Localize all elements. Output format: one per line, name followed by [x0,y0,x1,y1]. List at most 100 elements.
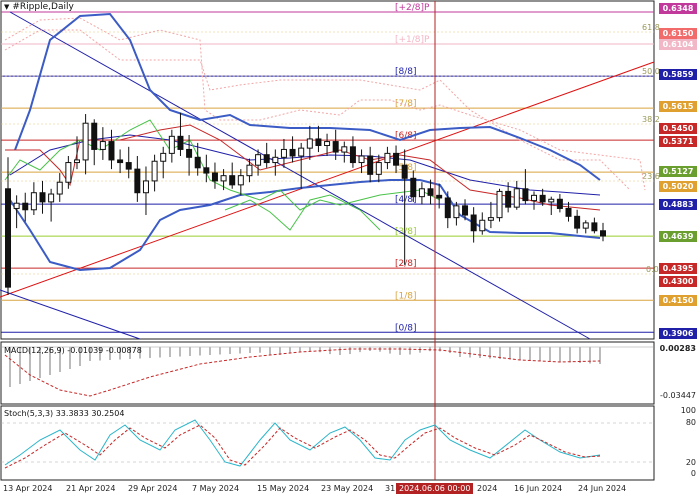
candle-body[interactable] [177,135,184,150]
candle-body[interactable] [496,190,503,219]
candle-body[interactable] [470,214,477,232]
date-label: 15 May 2024 [257,484,310,493]
candle-body[interactable] [186,148,193,158]
candle-body[interactable] [410,177,417,198]
candle-body[interactable] [349,146,356,164]
candle-body[interactable] [600,230,606,237]
murrey-level-label: [0/8] [395,323,417,333]
macd-scale-top: 0.00283 [659,344,696,353]
candle-body[interactable] [56,181,63,195]
candle-body[interactable] [22,202,29,211]
candle-body[interactable] [220,175,227,182]
candle-body[interactable] [522,188,529,202]
trendline-up[interactable] [0,61,655,298]
murrey-level-label: [2/8] [395,259,417,269]
date-label: 7 May 2024 [192,484,240,493]
candle-body[interactable] [272,156,279,164]
candle-body[interactable] [194,156,201,169]
candle-body[interactable] [134,168,141,194]
candle-body[interactable] [306,138,313,149]
candle-body[interactable] [393,152,400,166]
candle-body[interactable] [246,164,253,177]
candle-body[interactable] [99,141,106,150]
date-crosshair-label: 2024.06.06 00:00 [396,483,474,494]
date-label: 31 [385,484,396,493]
candle-body[interactable] [298,147,305,157]
candle-body[interactable] [65,162,72,183]
candle-body[interactable] [125,162,132,170]
murrey-level-label: [+1/8]P [395,35,430,45]
candle-body[interactable] [5,188,11,288]
candle-body[interactable] [289,148,296,157]
candle-body[interactable] [384,152,391,164]
candle-body[interactable] [548,198,555,203]
candle-body[interactable] [462,205,469,216]
candle-body[interactable] [591,222,598,232]
candle-body[interactable] [539,194,546,203]
candle-body[interactable] [453,205,460,219]
candle-body[interactable] [375,162,382,175]
candle-body[interactable] [531,194,538,202]
candle-body[interactable] [505,190,512,208]
candle-body[interactable] [427,188,434,196]
candle-body[interactable] [341,146,348,153]
stoch-main [4,419,601,467]
candle-body[interactable] [444,197,451,219]
candle-body[interactable] [401,164,408,179]
tenkan-line [4,119,441,211]
candle-body[interactable] [436,194,443,199]
date-label: 2024 [477,484,498,493]
murrey-level-label: [3/8] [395,227,417,237]
murrey-level-label: [8/8] [395,67,417,77]
candle-body[interactable] [82,122,89,161]
trendline-down[interactable] [9,11,591,340]
candle-body[interactable] [151,160,158,182]
price-label: 0.3906 [659,328,697,339]
candle-body[interactable] [211,172,218,182]
murrey-level-label: [7/8] [395,99,417,109]
candle-body[interactable] [582,222,589,229]
candle-body[interactable] [168,135,175,154]
candle-body[interactable] [160,152,167,162]
candle-body[interactable] [13,202,20,209]
candle-body[interactable] [237,175,244,186]
candle-body[interactable] [418,188,425,198]
candle-body[interactable] [73,159,80,164]
candle-body[interactable] [358,155,365,164]
candle-body[interactable] [513,188,520,208]
candle-body[interactable] [556,198,563,209]
candle-body[interactable] [30,192,37,211]
price-label: 0.4639 [659,231,697,242]
murrey-level-label: [6/8] [395,131,417,141]
candle-body[interactable] [91,122,98,150]
candle-body[interactable] [574,215,581,229]
macd-signal [4,348,601,397]
murrey-level-label: [+2/8]P [395,3,430,13]
chikou-line [224,194,381,231]
trendline-down-2[interactable] [0,289,141,340]
candle-body[interactable] [117,159,124,164]
candle-body[interactable] [324,141,331,147]
candle-body[interactable] [263,154,270,164]
candle-body[interactable] [332,141,339,153]
candle-body[interactable] [487,217,494,221]
candle-body[interactable] [367,155,374,175]
candle-body[interactable] [48,193,55,203]
candle-body[interactable] [39,192,46,203]
chevron-down-icon[interactable]: ▼ [4,3,10,11]
candle-body[interactable] [142,180,149,194]
candle-body[interactable] [315,138,322,147]
macd-scale-bottom: -0.03447 [660,391,696,400]
candle-body[interactable] [229,175,236,186]
candle-body[interactable] [280,148,287,158]
candle-body[interactable] [203,167,210,174]
candle-body[interactable] [565,207,572,217]
date-label: 21 Apr 2024 [66,484,116,493]
candle-body[interactable] [255,154,262,166]
bollinger-mid [9,134,601,196]
price-label: 0.4395 [659,263,697,274]
candle-body[interactable] [108,141,115,161]
candle-body[interactable] [479,219,486,232]
price-label: 0.5127 [659,166,697,177]
